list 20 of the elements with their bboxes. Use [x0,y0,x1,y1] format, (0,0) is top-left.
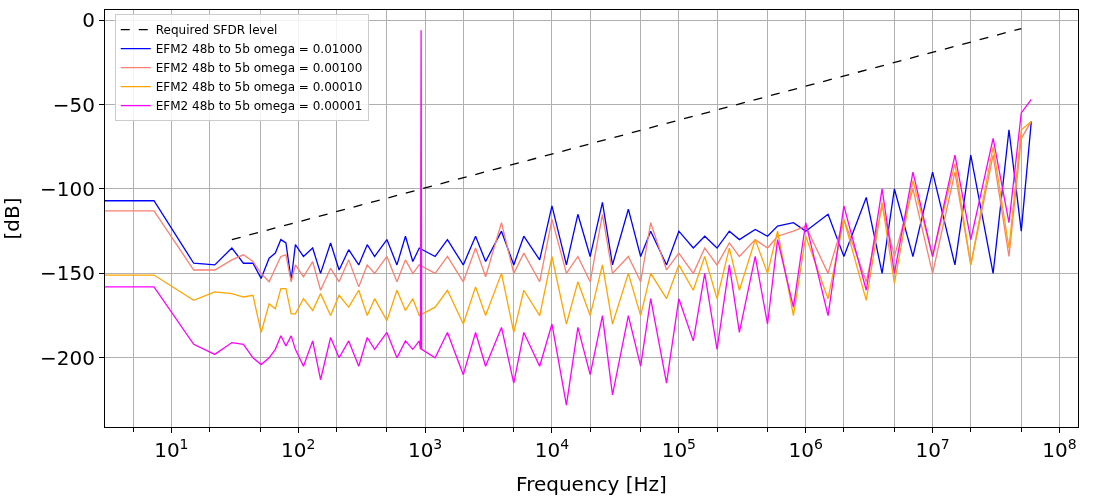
y-tick-label: −100 [40,176,95,201]
legend-label: Required SFDR level [155,23,278,38]
y-tick-label: −150 [40,261,95,286]
x-tick-label: 10$^{1}$ [154,435,189,462]
y-tick-label: −50 [52,92,95,117]
x-tick-label: 10$^{5}$ [661,435,697,462]
legend-label: EFM2 48b to 5b omega = 0.00100 [155,61,363,76]
x-tick-label: 10$^{6}$ [788,435,823,462]
x-tick-label: 10$^{3}$ [407,435,443,462]
x-tick-label: 10$^{4}$ [534,435,570,462]
x-tick-label: 10$^{2}$ [281,435,316,462]
x-axis-title: Frequency [Hz] [516,471,667,496]
y-axis-title: [dB] [0,197,24,240]
x-tick-label: 10$^{8}$ [1042,435,1077,462]
x-tick-label: 10$^{7}$ [915,435,950,462]
y-tick-label: −200 [40,345,95,370]
legend-label: EFM2 48b to 5b omega = 0.00010 [155,80,363,95]
legend-label: EFM2 48b to 5b omega = 0.00001 [155,99,363,114]
legend-label: EFM2 48b to 5b omega = 0.01000 [155,42,363,57]
y-tick-label: 0 [82,8,95,33]
